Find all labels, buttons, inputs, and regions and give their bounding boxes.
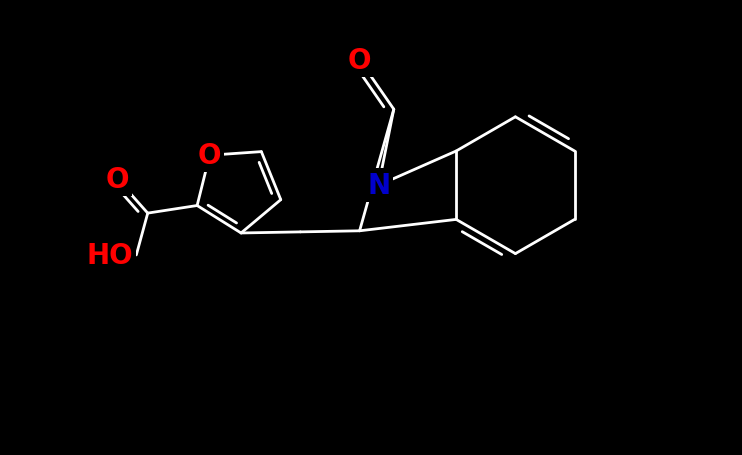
Text: O: O [348,47,371,75]
Text: HO: HO [86,242,133,269]
Text: O: O [105,166,129,193]
Text: N: N [367,172,390,200]
Text: O: O [198,142,221,170]
